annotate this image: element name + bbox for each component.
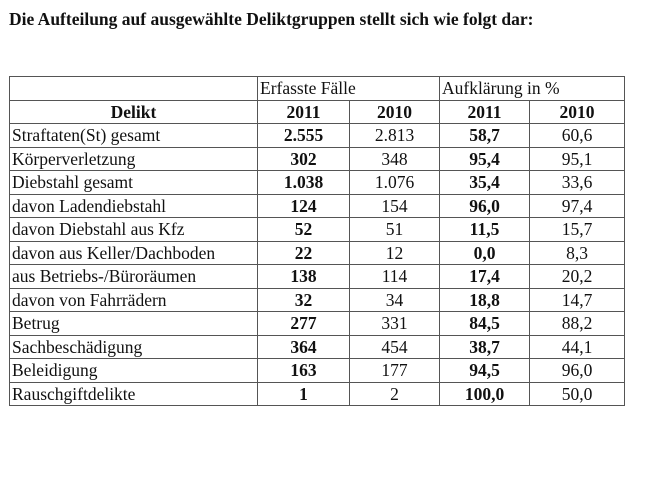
cases-2010-cell: 34 — [349, 287, 440, 312]
cases-2011-cell: 22 — [257, 240, 350, 265]
table-row: Rauschgiftdelikte 1 2 100,0 50,0 — [9, 381, 625, 406]
cases-2011-cell: 364 — [257, 334, 350, 359]
empty-header-cell — [9, 76, 258, 101]
crime-statistics-table: Erfasste Fälle Aufklärung in % Delikt 20… — [9, 76, 625, 406]
clearance-2011-cell: 17,4 — [439, 264, 530, 289]
clearance-2011-cell: 38,7 — [439, 334, 530, 359]
column-header-delikt: Delikt — [9, 99, 258, 124]
delikt-cell: Straftaten(St) gesamt — [9, 123, 258, 148]
table-row: Straftaten(St) gesamt 2.555 2.813 58,7 60,6 — [9, 123, 625, 148]
cases-2010-cell: 331 — [349, 311, 440, 336]
column-header-clearance-2011: 2011 — [439, 99, 530, 124]
cases-2011-cell: 1.038 — [257, 170, 350, 195]
clearance-2011-cell: 18,8 — [439, 287, 530, 312]
cases-2010-cell: 2 — [349, 381, 440, 406]
cases-2010-cell: 177 — [349, 358, 440, 383]
clearance-2011-cell: 58,7 — [439, 123, 530, 148]
clearance-2010-cell: 96,0 — [529, 358, 625, 383]
group-header-cases: Erfasste Fälle — [257, 76, 440, 101]
delikt-cell: Betrug — [9, 311, 258, 336]
cases-2010-cell: 348 — [349, 146, 440, 171]
delikt-cell: Beleidigung — [9, 358, 258, 383]
table-row: davon Ladendiebstahl 124 154 96,0 97,4 — [9, 193, 625, 218]
clearance-2011-cell: 84,5 — [439, 311, 530, 336]
clearance-2010-cell: 60,6 — [529, 123, 625, 148]
clearance-2010-cell: 8,3 — [529, 240, 625, 265]
column-header-cases-2010: 2010 — [349, 99, 440, 124]
clearance-2010-cell: 33,6 — [529, 170, 625, 195]
delikt-cell: davon Ladendiebstahl — [9, 193, 258, 218]
table-row: davon von Fahrrädern 32 34 18,8 14,7 — [9, 287, 625, 312]
column-header-cases-2011: 2011 — [257, 99, 350, 124]
cases-2011-cell: 52 — [257, 217, 350, 242]
delikt-cell: davon von Fahrrädern — [9, 287, 258, 312]
clearance-2011-cell: 94,5 — [439, 358, 530, 383]
table-row: Diebstahl gesamt 1.038 1.076 35,4 33,6 — [9, 170, 625, 195]
delikt-cell: Sachbeschädigung — [9, 334, 258, 359]
column-header-clearance-2010: 2010 — [529, 99, 625, 124]
cases-2011-cell: 302 — [257, 146, 350, 171]
clearance-2010-cell: 15,7 — [529, 217, 625, 242]
cases-2011-cell: 1 — [257, 381, 350, 406]
cases-2010-cell: 114 — [349, 264, 440, 289]
cases-2010-cell: 2.813 — [349, 123, 440, 148]
clearance-2010-cell: 14,7 — [529, 287, 625, 312]
table-row: davon Diebstahl aus Kfz 52 51 11,5 15,7 — [9, 217, 625, 242]
clearance-2010-cell: 88,2 — [529, 311, 625, 336]
clearance-2010-cell: 50,0 — [529, 381, 625, 406]
clearance-2011-cell: 96,0 — [439, 193, 530, 218]
cases-2011-cell: 277 — [257, 311, 350, 336]
clearance-2010-cell: 20,2 — [529, 264, 625, 289]
delikt-cell: aus Betriebs-/Büroräumen — [9, 264, 258, 289]
cases-2010-cell: 154 — [349, 193, 440, 218]
group-header-row: Erfasste Fälle Aufklärung in % — [9, 76, 625, 101]
cases-2011-cell: 32 — [257, 287, 350, 312]
cases-2010-cell: 12 — [349, 240, 440, 265]
delikt-cell: Rauschgiftdelikte — [9, 381, 258, 406]
delikt-cell: davon Diebstahl aus Kfz — [9, 217, 258, 242]
cases-2011-cell: 124 — [257, 193, 350, 218]
document-heading: Die Aufteilung auf ausgewählte Deliktgru… — [9, 9, 534, 29]
table-row: Betrug 277 331 84,5 88,2 — [9, 311, 625, 336]
cases-2011-cell: 163 — [257, 358, 350, 383]
clearance-2010-cell: 97,4 — [529, 193, 625, 218]
clearance-2010-cell: 95,1 — [529, 146, 625, 171]
cases-2010-cell: 454 — [349, 334, 440, 359]
delikt-cell: Diebstahl gesamt — [9, 170, 258, 195]
table-row: Sachbeschädigung 364 454 38,7 44,1 — [9, 334, 625, 359]
cases-2011-cell: 2.555 — [257, 123, 350, 148]
delikt-cell: davon aus Keller/Dachboden — [9, 240, 258, 265]
clearance-2010-cell: 44,1 — [529, 334, 625, 359]
clearance-2011-cell: 100,0 — [439, 381, 530, 406]
clearance-2011-cell: 95,4 — [439, 146, 530, 171]
clearance-2011-cell: 35,4 — [439, 170, 530, 195]
clearance-2011-cell: 11,5 — [439, 217, 530, 242]
cases-2010-cell: 51 — [349, 217, 440, 242]
column-header-row: Delikt 2011 2010 2011 2010 — [9, 99, 625, 124]
table-row: Körperverletzung 302 348 95,4 95,1 — [9, 146, 625, 171]
table-row: davon aus Keller/Dachboden 22 12 0,0 8,3 — [9, 240, 625, 265]
cases-2010-cell: 1.076 — [349, 170, 440, 195]
table-row: Beleidigung 163 177 94,5 96,0 — [9, 358, 625, 383]
group-header-clearance: Aufklärung in % — [439, 76, 625, 101]
table-row: aus Betriebs-/Büroräumen 138 114 17,4 20,2 — [9, 264, 625, 289]
delikt-cell: Körperverletzung — [9, 146, 258, 171]
clearance-2011-cell: 0,0 — [439, 240, 530, 265]
cases-2011-cell: 138 — [257, 264, 350, 289]
